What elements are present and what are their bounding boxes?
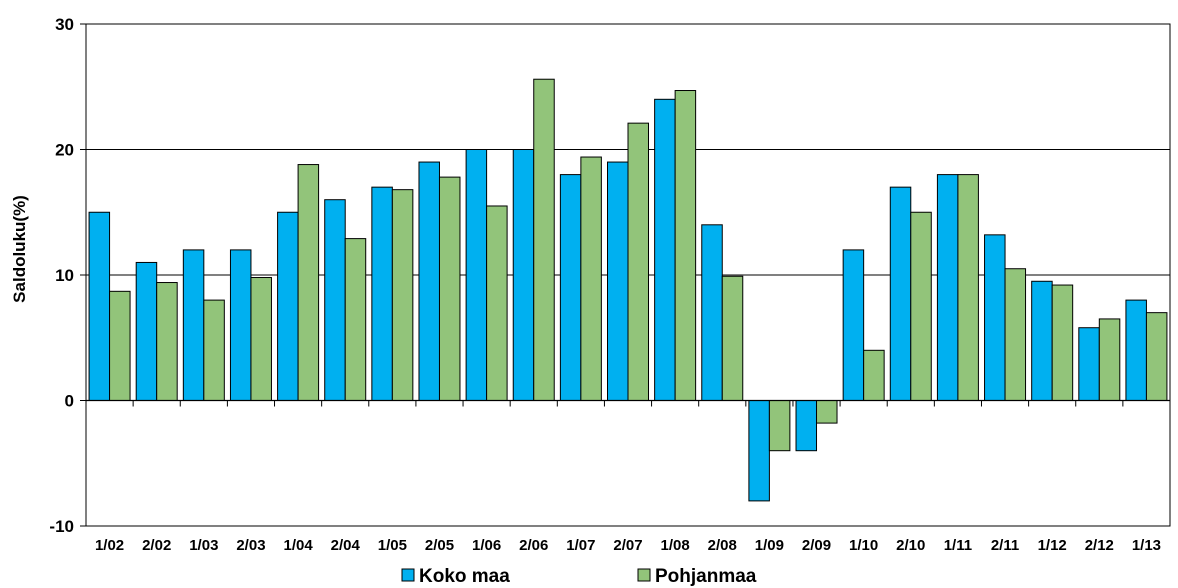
x-tick-label: 1/13 bbox=[1132, 537, 1161, 554]
bar-pohjanmaa-2-07 bbox=[627, 122, 649, 402]
bar-koko-maa-1-09 bbox=[748, 400, 770, 502]
bar-pohjanmaa-2-08 bbox=[721, 275, 744, 402]
bar-koko-maa-1-13 bbox=[1125, 299, 1147, 402]
bar-pohjanmaa-2-12 bbox=[1098, 318, 1121, 401]
bar-koko-maa-2-03 bbox=[229, 249, 252, 401]
legend-swatch bbox=[637, 568, 651, 582]
bar-koko-maa-1-05 bbox=[371, 186, 393, 401]
x-tick-label: 2/05 bbox=[425, 537, 454, 554]
bar-koko-maa-1-08 bbox=[654, 98, 676, 402]
x-tick-label: 1/11 bbox=[944, 537, 972, 554]
bar-koko-maa-2-10 bbox=[889, 186, 912, 401]
x-tick-label: 2/10 bbox=[896, 537, 925, 554]
x-tick-labels: 1/02 2/02 1/03 2/03 1/04 2/04 1/05 2/05 1/06 2/06… bbox=[95, 537, 1161, 554]
x-tick-label: 1/05 bbox=[378, 537, 407, 554]
bar-koko-maa-2-08 bbox=[701, 224, 723, 401]
bar-koko-maa-2-06 bbox=[512, 149, 535, 401]
bar-pohjanmaa-1-04 bbox=[297, 164, 320, 401]
bar-koko-maa-1-11 bbox=[936, 174, 959, 401]
x-tick-label: 1/09 bbox=[755, 537, 784, 554]
x-tick-label: 1/12 bbox=[1038, 537, 1067, 554]
bar-koko-maa-1-02 bbox=[88, 211, 111, 401]
bar-pohjanmaa-1-10 bbox=[863, 349, 885, 401]
x-tick-label: 2/04 bbox=[331, 537, 361, 554]
y-tick-labels: -10 0 10 20 30 bbox=[49, 15, 74, 536]
bar-pohjanmaa-2-04 bbox=[344, 238, 367, 401]
axes bbox=[80, 23, 1171, 527]
bar-koko-maa-1-04 bbox=[277, 211, 299, 401]
bar-pohjanmaa-2-10 bbox=[910, 211, 932, 401]
bar-koko-maa-1-06 bbox=[465, 149, 488, 401]
bar-koko-maa-2-12 bbox=[1078, 327, 1100, 401]
bar-koko-maa-2-09 bbox=[795, 400, 818, 452]
x-tick-label: 1/04 bbox=[283, 537, 313, 554]
legend: Koko maa Pohjanmaa bbox=[401, 566, 757, 587]
bar-koko-maa-1-10 bbox=[842, 249, 865, 401]
x-tick-label: 1/10 bbox=[849, 537, 878, 554]
bar-pohjanmaa-1-07 bbox=[580, 156, 602, 401]
legend-label: Pohjanmaa bbox=[655, 566, 757, 587]
bar-koko-maa-1-12 bbox=[1031, 280, 1053, 401]
y-axis-title: Saldoluku(%) bbox=[10, 195, 29, 303]
legend-swatch bbox=[401, 568, 415, 582]
bars bbox=[88, 78, 1168, 502]
x-tick-label: 2/12 bbox=[1085, 537, 1114, 554]
bar-koko-maa-2-04 bbox=[324, 199, 346, 401]
x-tick-label: 2/06 bbox=[519, 537, 548, 554]
bar-pohjanmaa-1-03 bbox=[203, 299, 225, 402]
x-tick-label: 2/11 bbox=[991, 537, 1019, 554]
bar-koko-maa-2-05 bbox=[418, 161, 440, 401]
bar-pohjanmaa-2-03 bbox=[250, 277, 272, 402]
bar-koko-maa-1-07 bbox=[559, 174, 582, 401]
bar-pohjanmaa-1-06 bbox=[486, 205, 508, 401]
y-tick-label: 30 bbox=[55, 15, 74, 34]
x-tick-label: 1/07 bbox=[566, 537, 595, 554]
x-tick-label: 1/03 bbox=[189, 537, 218, 554]
y-tick-label: -10 bbox=[49, 517, 74, 536]
bar-pohjanmaa-1-08 bbox=[674, 90, 697, 401]
legend-label: Koko maa bbox=[419, 566, 510, 587]
bar-pohjanmaa-2-11 bbox=[1004, 268, 1027, 401]
x-tick-label: 1/06 bbox=[472, 537, 501, 554]
bar-koko-maa-2-02 bbox=[135, 261, 158, 402]
bar-pohjanmaa-2-05 bbox=[438, 176, 461, 401]
bar-pohjanmaa-2-06 bbox=[533, 78, 555, 401]
y-tick-label: 20 bbox=[55, 141, 74, 160]
bar-koko-maa-1-03 bbox=[182, 249, 205, 401]
x-tick-label: 1/08 bbox=[661, 537, 690, 554]
y-tick-label: 10 bbox=[55, 266, 74, 285]
bar-pohjanmaa-1-12 bbox=[1051, 284, 1074, 402]
bar-koko-maa-2-11 bbox=[984, 234, 1006, 401]
x-tick-label: 2/08 bbox=[708, 537, 737, 554]
x-tick-label: 2/07 bbox=[613, 537, 642, 554]
bar-pohjanmaa-2-02 bbox=[156, 282, 178, 401]
bar-pohjanmaa-2-09 bbox=[816, 400, 838, 424]
bar-pohjanmaa-1-02 bbox=[109, 290, 131, 401]
x-tick-label: 2/02 bbox=[142, 537, 171, 554]
bar-pohjanmaa-1-13 bbox=[1145, 312, 1168, 401]
x-tick-label: 1/02 bbox=[95, 537, 124, 554]
x-tick-label: 2/03 bbox=[236, 537, 265, 554]
bar-pohjanmaa-1-05 bbox=[391, 189, 414, 401]
bar-koko-maa-2-07 bbox=[607, 161, 629, 401]
bar-pohjanmaa-1-09 bbox=[768, 400, 791, 452]
x-tick-label: 2/09 bbox=[802, 537, 831, 554]
bar-pohjanmaa-1-11 bbox=[957, 174, 979, 401]
y-tick-label: 0 bbox=[65, 392, 74, 411]
